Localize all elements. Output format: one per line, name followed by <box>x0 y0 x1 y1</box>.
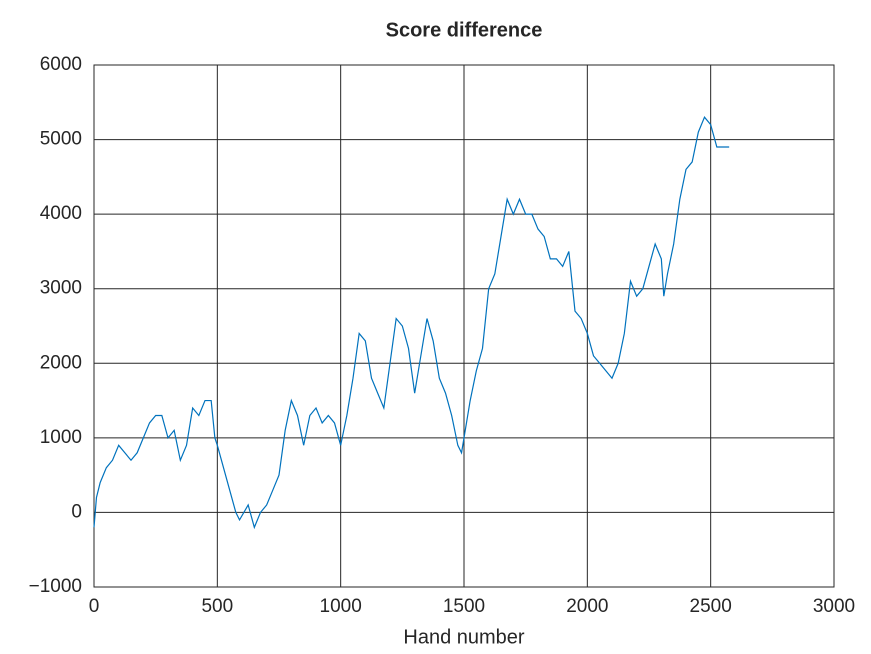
data-line <box>93 116 730 530</box>
x-axis-label: Hand number <box>403 626 525 648</box>
y-tick-label: 2000 <box>40 352 82 373</box>
y-tick-label: 5000 <box>40 129 82 150</box>
x-tick-label: 3000 <box>813 596 855 617</box>
y-tick-label: 0 <box>71 501 82 522</box>
y-tick-label: 4000 <box>40 203 82 224</box>
y-tick-label: −1000 <box>29 576 82 597</box>
x-tick-label: 1500 <box>443 596 485 617</box>
x-tick-label: 2500 <box>690 596 732 617</box>
x-tick-label: 1000 <box>320 596 362 617</box>
y-tick-label: 3000 <box>40 278 82 299</box>
x-tick-label: 2000 <box>566 596 608 617</box>
y-tick-label: 6000 <box>40 54 82 75</box>
x-tick-label: 0 <box>89 596 100 617</box>
plot-frame <box>93 64 835 588</box>
x-tick-label: 500 <box>201 596 233 617</box>
y-tick-label: 1000 <box>40 427 82 448</box>
chart-title: Score difference <box>386 19 543 41</box>
